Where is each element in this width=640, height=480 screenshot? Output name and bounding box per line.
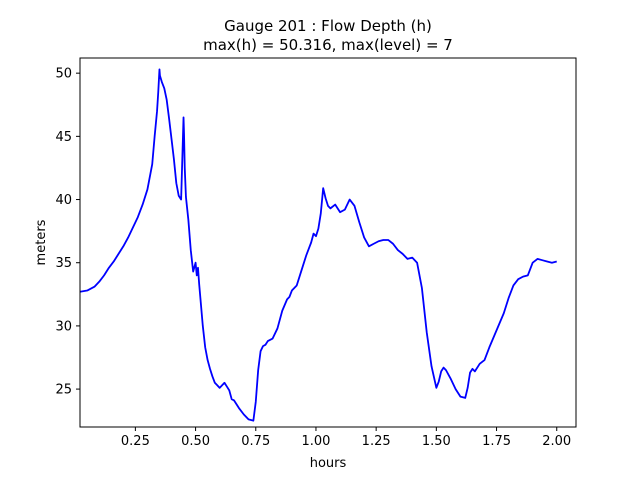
y-tick-label: 25 <box>55 383 72 398</box>
y-tick-label: 35 <box>55 256 72 271</box>
x-tick-label: 1.25 <box>362 434 391 449</box>
y-tick-label: 45 <box>55 130 72 145</box>
y-axis-label: meters <box>34 219 49 265</box>
y-axis: 25 30 35 40 45 50 <box>55 67 80 398</box>
x-tick-label: 2.00 <box>542 434 571 449</box>
chart-title-line-2: max(h) = 50.316, max(level) = 7 <box>203 36 453 54</box>
x-tick-label: 1.75 <box>482 434 511 449</box>
axes-frame <box>79 57 577 428</box>
x-axis: 0.25 0.50 0.75 1.00 1.25 1.50 1.75 2.00 <box>121 427 571 449</box>
x-tick-label: 0.50 <box>181 434 210 449</box>
series-line-0 <box>80 68 557 422</box>
y-tick-label: 50 <box>55 67 72 82</box>
y-tick-label: 30 <box>55 319 72 334</box>
plot-area <box>80 68 557 422</box>
x-tick-label: 0.75 <box>241 434 270 449</box>
x-tick-label: 0.25 <box>121 434 150 449</box>
x-tick-label: 1.50 <box>422 434 451 449</box>
x-axis-label: hours <box>310 456 347 471</box>
x-tick-label: 1.00 <box>301 434 330 449</box>
chart-title-line-1: Gauge 201 : Flow Depth (h) <box>224 17 432 35</box>
y-tick-label: 40 <box>55 193 72 208</box>
